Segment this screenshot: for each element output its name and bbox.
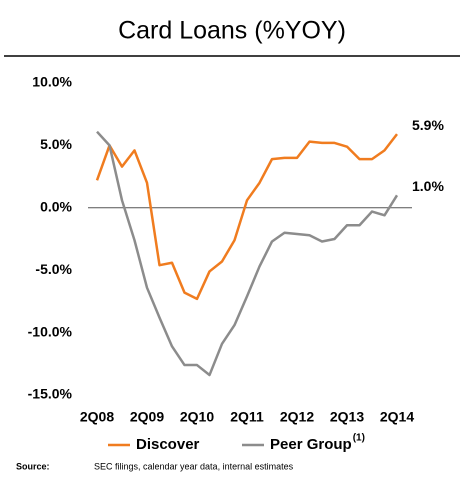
x-tick-label: 2Q12 <box>280 409 314 425</box>
y-tick-label: -5.0% <box>35 261 72 277</box>
data-label: 5.9% <box>412 117 444 133</box>
y-tick-label: -15.0% <box>28 386 73 402</box>
x-tick-label: 2Q08 <box>80 409 114 425</box>
x-tick-label: 2Q13 <box>330 409 364 425</box>
y-tick-label: 10.0% <box>32 74 72 90</box>
x-tick-label: 2Q10 <box>180 409 214 425</box>
x-tick-label: 2Q11 <box>230 409 264 425</box>
source-label: Source: <box>16 461 50 471</box>
data-label: 1.0% <box>412 178 444 194</box>
legend-superscript: (1) <box>353 433 365 444</box>
y-tick-label: 5.0% <box>40 136 72 152</box>
legend-label: Peer Group <box>270 436 352 453</box>
line-series <box>95 133 398 301</box>
legend-label: Discover <box>136 436 200 453</box>
source-text: SEC filings, calendar year data, interna… <box>94 461 294 471</box>
x-tick-label: 2Q14 <box>380 409 414 425</box>
chart-title: Card Loans (%YOY) <box>118 17 346 45</box>
line-series <box>96 130 399 377</box>
y-tick-label: -10.0% <box>28 323 73 339</box>
y-tick-label: 0.0% <box>40 199 72 215</box>
x-tick-label: 2Q09 <box>130 409 164 425</box>
